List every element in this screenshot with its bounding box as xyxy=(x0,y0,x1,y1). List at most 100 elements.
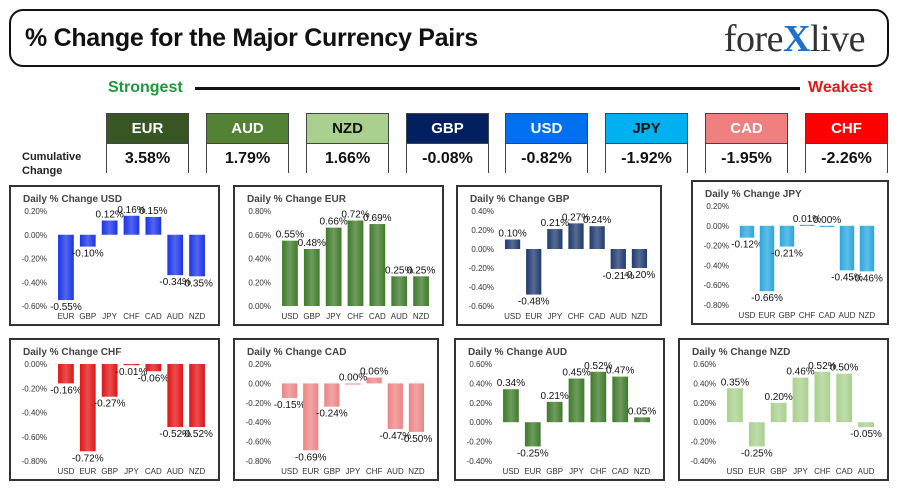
bar-usd xyxy=(282,240,298,306)
chart-eur: Daily % Change EUR 0.80% 0.60% 0.40% 0.20% 0.… xyxy=(247,194,435,321)
chart-aud: Daily % Change AUD 0.60% 0.40% 0.20% 0.00% -0… xyxy=(467,347,657,476)
x-tick-label: CAD xyxy=(819,311,836,320)
x-tick-label: NZD xyxy=(189,467,206,476)
y-tick-label: -0.40% xyxy=(22,278,47,287)
chart-panel-nzd: Daily % Change NZD 0.60% 0.40% 0.20% 0.00% -0… xyxy=(678,338,889,481)
chart-title: Daily % Change USD xyxy=(23,194,122,205)
x-tick-label: CAD xyxy=(145,467,162,476)
x-tick-label: GBP xyxy=(779,311,796,320)
y-tick-label: -0.20% xyxy=(467,438,492,447)
data-label: 0.15% xyxy=(139,206,167,217)
data-label: -0.55% xyxy=(50,302,82,313)
data-label: 0.25% xyxy=(385,265,413,276)
y-tick-label: -0.20% xyxy=(691,438,716,447)
bar-eur xyxy=(303,383,319,451)
chart-jpy: Daily % Change JPY 0.20% 0.00% -0.20% -0.40%… xyxy=(704,189,883,320)
data-label: -0.16% xyxy=(50,385,82,396)
y-tick-label: 0.80% xyxy=(248,207,271,216)
bar-cad xyxy=(145,364,162,372)
data-label: -0.52% xyxy=(159,429,191,440)
x-tick-label: EUR xyxy=(524,467,541,476)
bar-usd xyxy=(727,388,743,423)
chart-panel-chf: Daily % Change CHF 0.00% -0.20% -0.40% -0.60… xyxy=(9,338,220,481)
currency-box-usd: USD -0.82% xyxy=(505,113,588,173)
data-label: 0.34% xyxy=(497,378,525,389)
x-tick-label: NZD xyxy=(859,311,876,320)
x-tick-label: GBP xyxy=(79,312,96,321)
weakest-label: Weakest xyxy=(808,79,873,96)
y-tick-label: -0.20% xyxy=(704,242,729,251)
y-tick-label: -0.20% xyxy=(469,264,494,273)
x-tick-label: JPY xyxy=(124,467,139,476)
data-label: 0.50% xyxy=(830,363,858,374)
currency-box-chf: CHF -2.26% xyxy=(805,113,888,173)
data-label: -0.25% xyxy=(517,448,549,459)
y-tick-label: -0.40% xyxy=(704,261,729,270)
data-label: 0.52% xyxy=(584,361,612,372)
x-tick-label: CHF xyxy=(568,312,585,321)
y-tick-label: -0.80% xyxy=(246,457,271,466)
x-tick-label: JPY xyxy=(326,312,341,321)
data-label: -0.01% xyxy=(116,367,148,378)
bar-nzd xyxy=(631,249,648,268)
x-tick-label: AUD xyxy=(610,312,627,321)
data-label: -0.48% xyxy=(518,297,550,308)
x-tick-label: JPY xyxy=(548,312,563,321)
data-label: 0.66% xyxy=(319,217,347,228)
data-label: -0.50% xyxy=(401,434,433,445)
y-tick-label: -0.60% xyxy=(246,438,271,447)
currency-box-cad: CAD -1.95% xyxy=(705,113,788,173)
data-label: 0.10% xyxy=(498,229,526,240)
chart-usd: Daily % Change USD 0.20% 0.00% -0.20% -0.40%… xyxy=(22,194,213,321)
y-tick-label: 0.40% xyxy=(248,255,271,264)
bar-jpy xyxy=(568,378,585,423)
y-tick-label: 0.40% xyxy=(471,207,494,216)
data-label: -0.24% xyxy=(316,409,348,420)
currency-box-nzd: NZD 1.66% xyxy=(306,113,389,173)
x-tick-label: JPY xyxy=(346,467,361,476)
y-tick-label: 0.20% xyxy=(693,399,716,408)
y-tick-label: 0.40% xyxy=(693,379,716,388)
data-label: 0.25% xyxy=(407,265,435,276)
data-label: -0.27% xyxy=(94,399,126,410)
logo-x: X xyxy=(783,18,811,60)
data-label: -0.05% xyxy=(850,429,882,440)
currency-name: CAD xyxy=(706,114,787,144)
data-label: -0.10% xyxy=(72,249,104,260)
bar-aud xyxy=(387,383,403,429)
bar-jpy xyxy=(345,383,361,385)
y-tick-label: 0.00% xyxy=(248,379,271,388)
data-label: 0.48% xyxy=(298,238,326,249)
x-tick-label: CAD xyxy=(369,312,386,321)
chart-title: Daily % Change EUR xyxy=(247,194,347,205)
data-label: 0.12% xyxy=(95,210,123,221)
cumulative-value: -2.26% xyxy=(806,144,887,173)
bar-gbp xyxy=(770,402,787,423)
bar-eur xyxy=(58,234,74,301)
chart-panel-gbp: Daily % Change GBP 0.40% 0.20% 0.00% -0.20% -… xyxy=(456,185,662,326)
x-tick-label: GBP xyxy=(323,467,340,476)
bar-cad xyxy=(369,224,386,306)
chart-panel-usd: Daily % Change USD 0.20% 0.00% -0.20% -0.40%… xyxy=(9,185,220,326)
bar-gbp xyxy=(79,234,96,247)
chart-nzd: Daily % Change NZD 0.60% 0.40% 0.20% 0.00% -0… xyxy=(691,347,882,476)
x-tick-label: AUD xyxy=(391,312,408,321)
bar-chf xyxy=(814,371,831,423)
data-label: 0.45% xyxy=(562,368,590,379)
data-label: -0.35% xyxy=(181,278,213,289)
y-tick-label: 0.00% xyxy=(24,360,47,369)
x-tick-label: USD xyxy=(726,467,743,476)
title-banner: % Change for the Major Currency Pairs fo… xyxy=(9,9,889,67)
currency-name: AUD xyxy=(207,114,288,144)
y-tick-label: 0.00% xyxy=(706,222,729,231)
cumulative-value: 3.58% xyxy=(107,144,188,173)
y-tick-label: 0.00% xyxy=(471,245,494,254)
bar-cad xyxy=(836,373,853,423)
cumulative-value: -0.08% xyxy=(407,144,488,173)
y-tick-label: 0.20% xyxy=(24,207,47,216)
bar-nzd xyxy=(634,417,650,423)
chart-title: Daily % Change JPY xyxy=(705,189,802,200)
y-tick-label: -0.60% xyxy=(704,281,729,290)
forexlive-logo: foreXlive xyxy=(724,17,866,61)
currency-name: EUR xyxy=(107,114,188,144)
